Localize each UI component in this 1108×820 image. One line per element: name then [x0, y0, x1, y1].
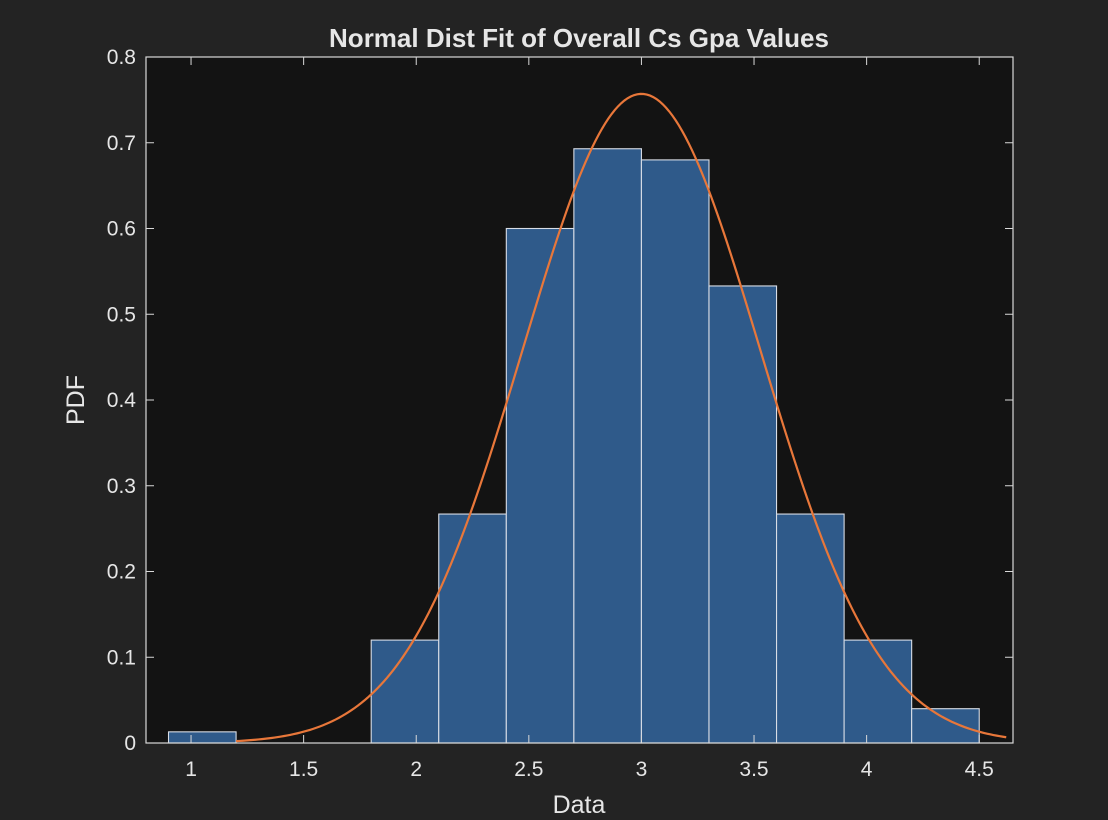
y-tick-label: 0.7	[107, 132, 136, 155]
y-tick-label: 0.1	[107, 646, 136, 669]
y-tick-label: 0	[124, 732, 136, 755]
y-tick-label: 0.6	[107, 218, 136, 241]
histogram-bar	[167, 731, 237, 744]
x-tick-label: 1.5	[289, 758, 318, 781]
x-tick-label: 2	[410, 758, 422, 781]
histogram-bar	[708, 285, 778, 744]
histogram-bar	[438, 513, 507, 744]
fit-line	[236, 92, 1007, 743]
histogram-bar	[911, 708, 980, 744]
y-tick-label: 0.3	[107, 475, 136, 498]
normal-fit-curve	[236, 92, 1007, 743]
x-tick-label: 1	[185, 758, 197, 781]
histogram-bar	[775, 513, 845, 744]
y-tick-label: 0.4	[107, 389, 137, 412]
tick-labels: 1 1.5 2 2.5 3 3.5 4 4.5 0 0.1 0.2 0.3 0.4 0.5 0.6 0.7 0.…	[107, 46, 994, 781]
histogram-bar	[505, 227, 575, 744]
chart-title: Normal Dist Fit of Overall Cs Gpa Values	[329, 23, 829, 53]
x-axis-label: Data	[553, 791, 606, 819]
y-axis-label: PDF	[62, 375, 90, 425]
axis-ticks	[146, 56, 1013, 744]
x-tick-label: 2.5	[514, 758, 543, 781]
y-tick-label: 0.2	[107, 561, 136, 584]
x-tick-label: 4	[861, 758, 873, 781]
x-tick-label: 3	[636, 758, 648, 781]
y-tick-label: 0.8	[107, 46, 136, 69]
x-tick-label: 4.5	[965, 758, 994, 781]
histogram-bar	[640, 159, 710, 744]
histogram-bars	[167, 148, 980, 744]
x-tick-label: 3.5	[739, 758, 768, 781]
y-tick-label: 0.5	[107, 303, 136, 326]
histogram-bar	[843, 639, 913, 744]
histogram-bar	[573, 148, 642, 744]
